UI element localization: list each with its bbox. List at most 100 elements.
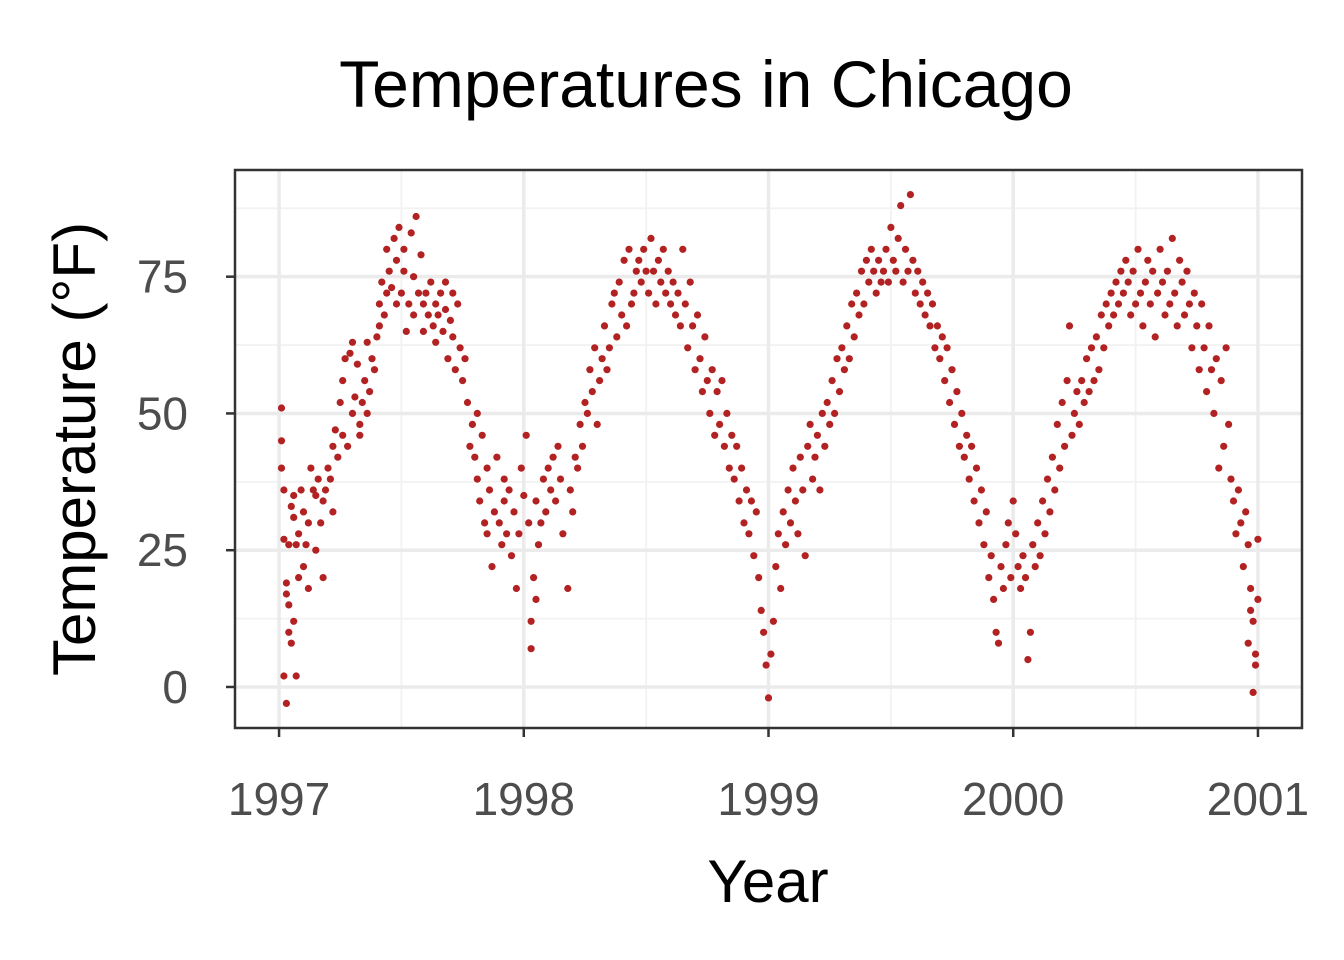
data-point bbox=[809, 475, 817, 483]
data-point bbox=[493, 453, 501, 461]
data-point bbox=[901, 245, 910, 253]
data-point bbox=[968, 442, 976, 450]
data-point bbox=[703, 377, 711, 385]
data-point bbox=[1132, 300, 1140, 308]
data-point bbox=[774, 530, 782, 538]
data-point bbox=[752, 508, 760, 516]
data-point bbox=[605, 344, 614, 352]
data-point bbox=[373, 333, 381, 341]
data-point bbox=[490, 508, 498, 516]
chart-title: Temperatures in Chicago bbox=[339, 47, 1073, 121]
data-point bbox=[777, 584, 785, 593]
data-point bbox=[444, 355, 452, 363]
data-point bbox=[1180, 311, 1189, 319]
data-point bbox=[799, 486, 807, 494]
data-point bbox=[285, 541, 293, 549]
data-point bbox=[823, 398, 831, 407]
data-point bbox=[728, 431, 736, 439]
data-point bbox=[432, 300, 440, 308]
data-point bbox=[1114, 300, 1123, 308]
data-point bbox=[295, 530, 303, 538]
data-point bbox=[1242, 508, 1250, 516]
data-point bbox=[456, 344, 464, 352]
data-point bbox=[1034, 519, 1042, 527]
data-point bbox=[346, 349, 354, 357]
data-point bbox=[356, 431, 364, 439]
data-point bbox=[789, 464, 797, 472]
data-point bbox=[554, 442, 562, 450]
data-point bbox=[402, 327, 410, 335]
data-point bbox=[586, 366, 594, 374]
data-point bbox=[972, 464, 981, 472]
data-point bbox=[1154, 289, 1162, 297]
data-point bbox=[319, 574, 327, 582]
data-point bbox=[591, 344, 599, 352]
data-point bbox=[659, 245, 667, 253]
data-point bbox=[527, 645, 535, 653]
data-point bbox=[434, 311, 442, 319]
data-point bbox=[681, 300, 689, 308]
data-point bbox=[451, 366, 459, 374]
data-point bbox=[441, 278, 450, 286]
data-point bbox=[1141, 278, 1149, 286]
data-point bbox=[277, 404, 286, 412]
data-point bbox=[419, 327, 427, 335]
data-point bbox=[718, 377, 726, 385]
data-point bbox=[503, 530, 511, 538]
y-tick-label: 75 bbox=[137, 251, 188, 303]
data-point bbox=[375, 300, 383, 308]
data-point bbox=[312, 491, 320, 500]
data-point bbox=[1166, 300, 1174, 308]
data-point bbox=[329, 508, 337, 516]
data-point bbox=[351, 393, 359, 401]
data-point bbox=[304, 584, 312, 593]
data-point bbox=[290, 491, 298, 500]
data-point bbox=[510, 508, 518, 516]
data-point bbox=[476, 497, 484, 505]
data-point bbox=[835, 388, 844, 396]
data-point bbox=[982, 508, 990, 516]
data-point bbox=[481, 519, 489, 527]
data-point bbox=[478, 431, 486, 439]
data-point bbox=[282, 590, 290, 598]
data-point bbox=[361, 377, 369, 385]
data-point bbox=[887, 223, 895, 231]
y-tick-label: 0 bbox=[162, 661, 188, 713]
data-point bbox=[1244, 639, 1252, 647]
data-point bbox=[613, 333, 621, 341]
data-point bbox=[1058, 398, 1066, 407]
data-point bbox=[463, 398, 472, 407]
data-point bbox=[512, 584, 521, 593]
data-point bbox=[1039, 497, 1047, 505]
data-point bbox=[419, 300, 427, 308]
data-point bbox=[307, 464, 315, 472]
data-point bbox=[1124, 278, 1132, 286]
data-point bbox=[483, 464, 491, 472]
data-point bbox=[960, 453, 968, 461]
data-point bbox=[1176, 256, 1184, 264]
data-point bbox=[339, 431, 347, 439]
data-point bbox=[987, 552, 995, 560]
data-point bbox=[1127, 311, 1135, 319]
data-point bbox=[884, 278, 893, 286]
data-point bbox=[791, 497, 800, 505]
data-point bbox=[277, 437, 286, 445]
data-point bbox=[495, 519, 503, 527]
data-point bbox=[542, 508, 550, 516]
data-point bbox=[630, 289, 638, 297]
data-point bbox=[505, 486, 513, 494]
data-point bbox=[738, 464, 746, 472]
data-point bbox=[588, 388, 596, 396]
data-point bbox=[1004, 519, 1012, 527]
data-point bbox=[424, 311, 432, 319]
data-point bbox=[664, 267, 672, 275]
data-point bbox=[838, 344, 846, 352]
data-point bbox=[1158, 278, 1167, 286]
y-axis-title: Temperature (°F) bbox=[41, 222, 108, 676]
data-point bbox=[574, 464, 582, 472]
data-point bbox=[635, 256, 643, 264]
data-point bbox=[669, 278, 677, 286]
data-point bbox=[441, 305, 450, 314]
data-point bbox=[994, 639, 1003, 647]
data-point bbox=[466, 442, 474, 450]
